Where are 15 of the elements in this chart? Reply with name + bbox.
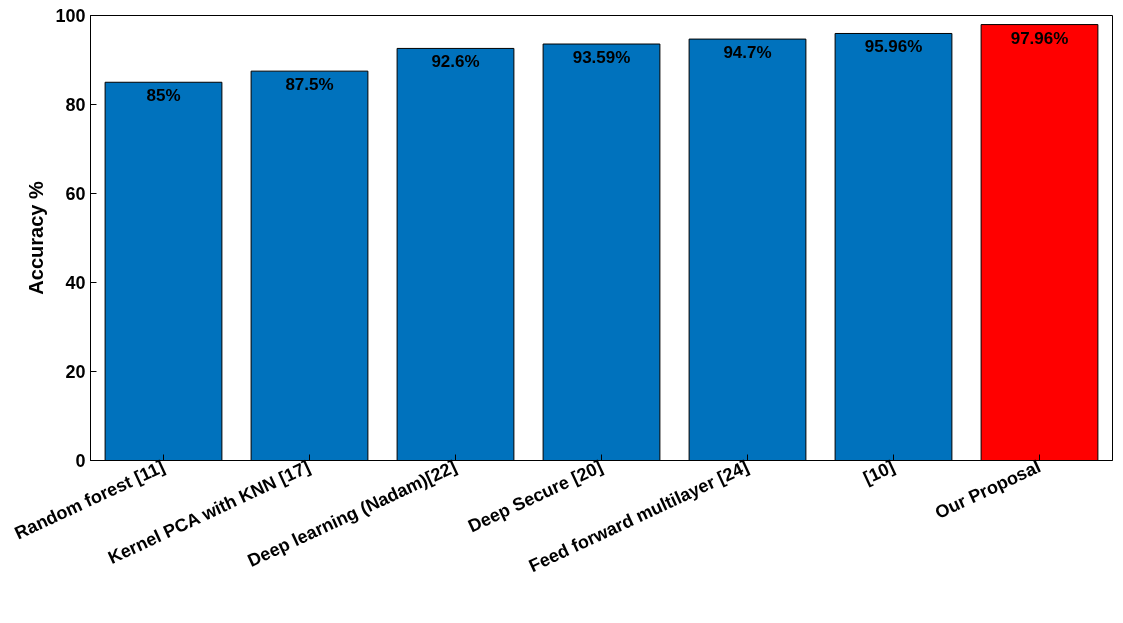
y-tick-label: 0 <box>75 451 86 471</box>
data-label: 94.7% <box>723 43 772 63</box>
data-label: 93.59% <box>572 48 631 68</box>
y-tick-label: 40 <box>65 273 86 293</box>
data-label: 92.6% <box>431 52 480 72</box>
data-label: 85% <box>146 86 181 106</box>
data-label: 95.96% <box>864 37 923 57</box>
y-tick-label: 80 <box>65 95 86 115</box>
y-tick-label: 60 <box>65 184 86 204</box>
y-tick-label: 20 <box>65 362 86 382</box>
y-axis-title: Accuracy % <box>25 181 48 295</box>
data-label: 97.96% <box>1010 28 1069 48</box>
x-tick-label: [10] <box>860 456 898 489</box>
data-label: 87.5% <box>285 75 334 95</box>
y-tick-label: 100 <box>55 6 86 26</box>
